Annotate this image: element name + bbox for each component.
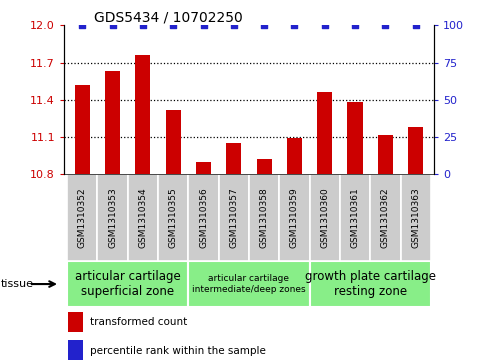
Point <box>290 23 298 28</box>
Text: GSM1310358: GSM1310358 <box>260 187 269 248</box>
Bar <box>68 340 83 360</box>
Bar <box>67 174 98 261</box>
Bar <box>310 261 431 307</box>
Bar <box>249 174 279 261</box>
Point <box>78 23 86 28</box>
Bar <box>378 135 393 174</box>
Text: GSM1310353: GSM1310353 <box>108 187 117 248</box>
Bar <box>310 174 340 261</box>
Bar <box>256 159 272 174</box>
Text: articular cartilage
superficial zone: articular cartilage superficial zone <box>75 270 180 298</box>
Bar <box>400 174 431 261</box>
Bar <box>219 174 249 261</box>
Text: GSM1310362: GSM1310362 <box>381 187 390 248</box>
Text: GSM1310357: GSM1310357 <box>229 187 238 248</box>
Bar <box>226 143 242 174</box>
Bar <box>188 261 310 307</box>
Text: GSM1310363: GSM1310363 <box>411 187 420 248</box>
Text: GSM1310359: GSM1310359 <box>290 187 299 248</box>
Bar <box>135 55 150 174</box>
Bar <box>166 110 181 174</box>
Bar <box>188 174 219 261</box>
Point <box>412 23 420 28</box>
Point <box>169 23 177 28</box>
Bar <box>279 174 310 261</box>
Text: percentile rank within the sample: percentile rank within the sample <box>90 346 266 356</box>
Point <box>230 23 238 28</box>
Point <box>351 23 359 28</box>
Point <box>321 23 329 28</box>
Text: growth plate cartilage
resting zone: growth plate cartilage resting zone <box>305 270 436 298</box>
Bar <box>75 85 90 174</box>
Text: GDS5434 / 10702250: GDS5434 / 10702250 <box>94 11 243 25</box>
Bar <box>67 261 188 307</box>
Bar <box>370 174 400 261</box>
Text: GSM1310356: GSM1310356 <box>199 187 208 248</box>
Bar <box>128 174 158 261</box>
Bar <box>105 71 120 174</box>
Point <box>382 23 389 28</box>
Bar <box>408 127 423 174</box>
Bar <box>340 174 370 261</box>
Text: GSM1310355: GSM1310355 <box>169 187 177 248</box>
Bar <box>98 174 128 261</box>
Text: transformed count: transformed count <box>90 318 187 327</box>
Point <box>200 23 208 28</box>
Point <box>260 23 268 28</box>
Bar <box>196 162 211 174</box>
Text: GSM1310361: GSM1310361 <box>351 187 359 248</box>
Bar <box>317 92 332 174</box>
Text: GSM1310354: GSM1310354 <box>139 187 147 248</box>
Bar <box>287 138 302 174</box>
Bar <box>158 174 188 261</box>
Bar <box>348 102 363 174</box>
Text: GSM1310352: GSM1310352 <box>78 187 87 248</box>
Text: GSM1310360: GSM1310360 <box>320 187 329 248</box>
Text: articular cartilage
intermediate/deep zones: articular cartilage intermediate/deep zo… <box>192 274 306 294</box>
Bar <box>68 312 83 332</box>
Text: tissue: tissue <box>0 279 34 289</box>
Point <box>108 23 116 28</box>
Point <box>139 23 147 28</box>
